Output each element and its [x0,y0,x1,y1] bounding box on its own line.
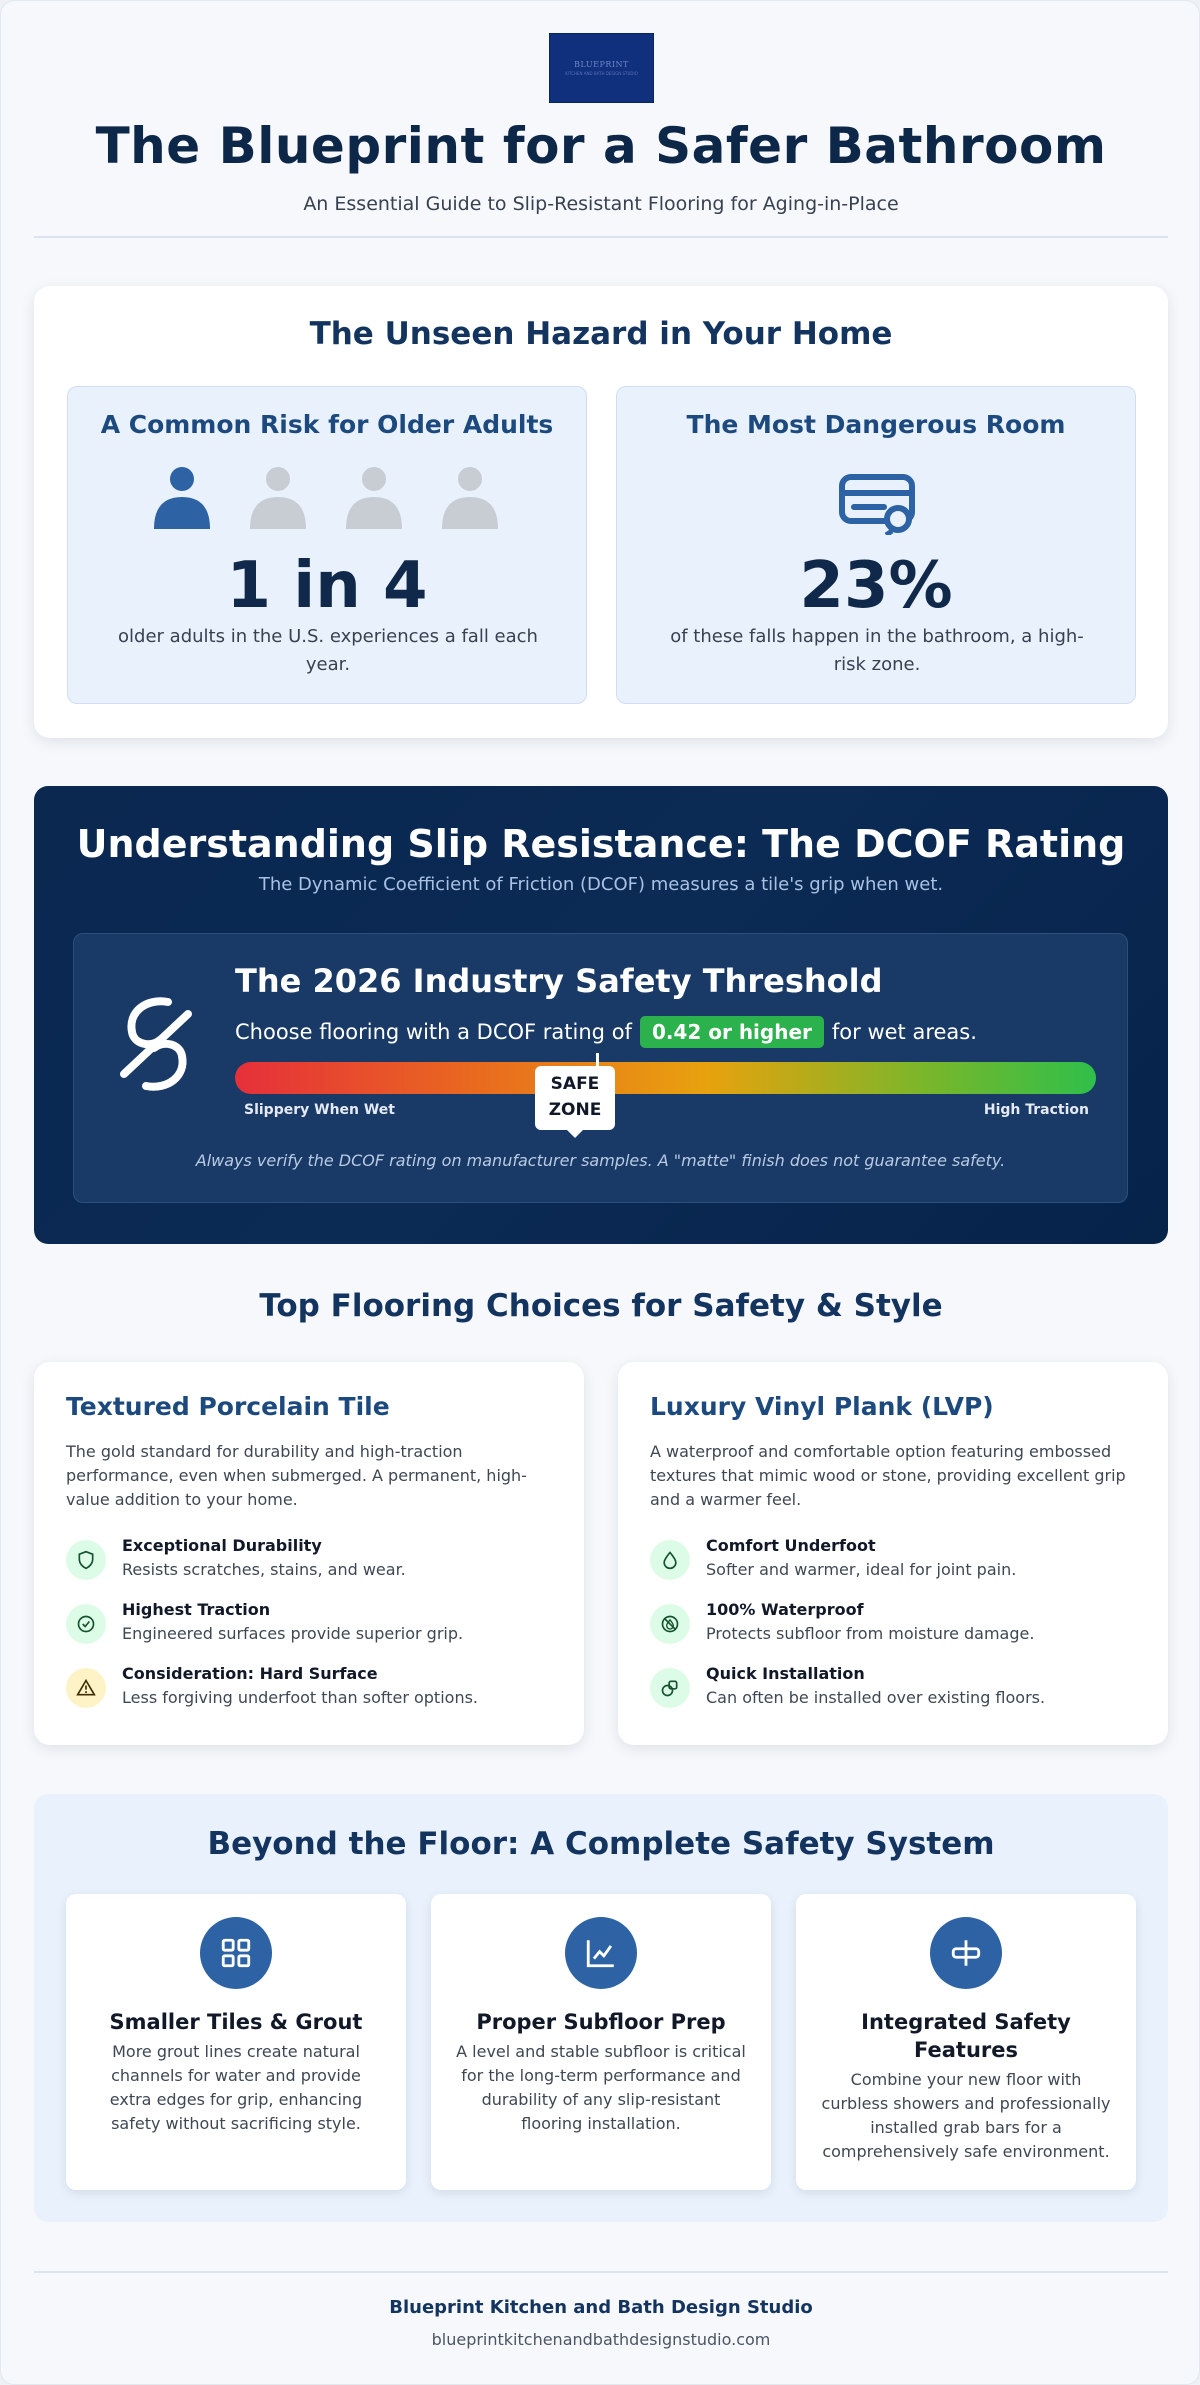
feature-title: Highest Traction [122,1600,271,1619]
pieces-icon [650,1668,690,1708]
droplet-icon [650,1540,690,1580]
footer-url[interactable]: blueprintkitchenandbathdesignstudio.com [431,2330,771,2349]
broken-chain-icon [120,997,192,1091]
grid-icon [200,1917,272,1989]
feature-title: 100% Waterproof [706,1600,864,1619]
logo-text: BLUEPRINT [574,60,629,69]
threshold-sentence: Choose flooring with a DCOF rating of 0.… [235,1016,977,1048]
feature-text: Engineered surfaces provide superior gri… [122,1624,464,1643]
stat-value: 23% [799,549,953,623]
system-card: Proper Subfloor Prep A level and stable … [431,1894,771,2190]
dcof-title: Understanding Slip Resistance: The DCOF … [76,822,1126,866]
page-title: The Blueprint for a Safer Bathroom [95,117,1107,175]
hazard-title: The Unseen Hazard in Your Home [309,316,893,352]
system-title: Beyond the Floor: A Complete Safety Syst… [207,1826,995,1862]
feature-text: Less forgiving underfoot than softer opt… [122,1688,478,1707]
safety-system-section: Beyond the Floor: A Complete Safety Syst… [34,1794,1168,2222]
grab-bar-icon [930,1917,1002,1989]
stat-description: older adults in the U.S. experiences a f… [118,626,538,675]
flooring-name: Textured Porcelain Tile [66,1392,390,1421]
threshold-value-badge: 0.42 or higher [639,1016,824,1048]
flooring-intro: A waterproof and comfortable option feat… [650,1442,1126,1509]
feature-title: Comfort Underfoot [706,1536,876,1555]
flooring-card-lvp: Luxury Vinyl Plank (LVP) A waterproof an… [618,1362,1168,1745]
feature-text: Protects subfloor from moisture damage. [706,1624,1035,1643]
dcof-subtitle: The Dynamic Coefficient of Friction (DCO… [258,874,944,895]
bathtub-icon [839,474,915,535]
dcof-note: Always verify the DCOF rating on manufac… [195,1151,1006,1170]
system-card: Integrated Safety Features Combine your … [796,1894,1136,2190]
stat-heading: A Common Risk for Older Adults [100,410,554,439]
threshold-panel: The 2026 Industry Safety Threshold Choos… [73,933,1128,1203]
stat-description: of these falls happen in the bathroom, a… [670,626,1084,675]
safe-zone-line-2: ZONE [548,1100,602,1120]
system-card-text: Combine your new floor with curbless sho… [821,2070,1111,2161]
stat-value: 1 in 4 [226,549,428,623]
system-card-text: More grout lines create natural channels… [109,2042,363,2133]
footer-company: Blueprint Kitchen and Bath Design Studio [389,2297,813,2318]
feature-item: Exceptional Durability Resists scratches… [66,1536,556,1586]
stat-card-fall-risk: A Common Risk for Older Adults [67,386,587,704]
flooring-name: Luxury Vinyl Plank (LVP) [650,1392,994,1421]
flooring-title: Top Flooring Choices for Safety & Style [259,1288,943,1324]
footer-divider [34,2271,1168,2273]
safe-zone-badge: SAFE ZONE [535,1066,615,1138]
system-card-text: A level and stable subfloor is critical … [456,2042,746,2133]
person-icon [154,467,210,529]
threshold-suffix: for wet areas. [831,1020,977,1044]
page-subtitle: An Essential Guide to Slip-Resistant Flo… [303,193,899,215]
system-card-title: Smaller Tiles & Grout [109,2010,363,2034]
person-icon [346,467,402,529]
no-water-icon [650,1604,690,1644]
feature-text: Can often be installed over existing flo… [706,1688,1046,1707]
chart-line-icon [565,1917,637,1989]
flooring-card-porcelain: Textured Porcelain Tile The gold standar… [34,1362,584,1745]
feature-text: Softer and warmer, ideal for joint pain. [706,1560,1017,1579]
stat-heading: The Most Dangerous Room [686,410,1066,439]
warning-icon [66,1668,106,1708]
feature-item: Highest Traction Engineered surfaces pro… [66,1600,556,1650]
person-icon [250,467,306,529]
company-logo: BLUEPRINT KITCHEN AND BATH DESIGN STUDIO [549,33,654,103]
scale-right-label: High Traction [983,1102,1089,1118]
feature-item: Consideration: Hard Surface Less forgivi… [66,1664,556,1714]
hazard-section: The Unseen Hazard in Your Home A Common … [34,286,1168,738]
threshold-prefix: Choose flooring with a DCOF rating of [235,1020,632,1044]
system-card-title: Integrated Safety Features [861,2010,1071,2062]
logo-subtext: KITCHEN AND BATH DESIGN STUDIO [565,71,638,76]
dcof-section: Understanding Slip Resistance: The DCOF … [34,786,1168,1244]
feature-item: Quick Installation Can often be installe… [650,1664,1140,1714]
system-card: Smaller Tiles & Grout More grout lines c… [66,1894,406,2190]
stat-card-bathroom: The Most Dangerous Room 23% of these fal… [616,386,1136,704]
feature-item: 100% Waterproof Protects subfloor from m… [650,1600,1140,1650]
scale-left-label: Slippery When Wet [244,1102,395,1118]
feature-text: Resists scratches, stains, and wear. [122,1560,406,1579]
feature-title: Quick Installation [706,1664,865,1683]
shield-icon [66,1540,106,1580]
feature-title: Consideration: Hard Surface [122,1664,378,1683]
dcof-scale-bar [235,1062,1096,1094]
flooring-intro: The gold standard for durability and hig… [66,1442,527,1509]
feature-title: Exceptional Durability [122,1536,322,1555]
threshold-title: The 2026 Industry Safety Threshold [235,962,883,1000]
check-circle-icon [66,1604,106,1644]
people-icons [154,467,498,529]
system-card-title: Proper Subfloor Prep [476,2010,726,2034]
person-icon [442,467,498,529]
safe-zone-line-1: SAFE [550,1074,600,1094]
feature-item: Comfort Underfoot Softer and warmer, ide… [650,1536,1140,1586]
header-divider [34,236,1168,238]
